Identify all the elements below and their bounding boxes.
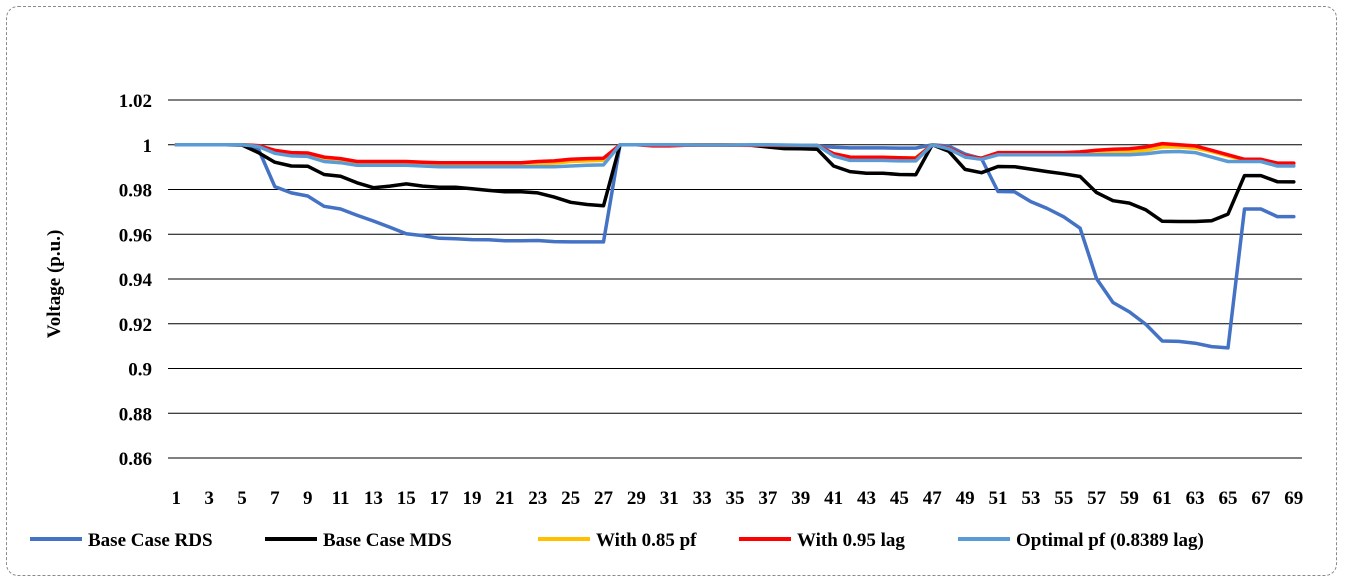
series-line-5: [174, 143, 1296, 169]
y-axis-label: Voltage (p.u.): [44, 230, 65, 339]
legend-label-5: Optimal pf (0.8389 lag): [1016, 530, 1204, 551]
series-lines: [174, 141, 1296, 350]
y-tick-label: 1: [143, 136, 153, 157]
legend: Base Case RDS Base Case MDS With 0.85 pf Wi…: [30, 530, 1204, 551]
x-tick-label: 53: [1021, 488, 1040, 509]
x-tick-label: 61: [1153, 488, 1172, 509]
x-tick-label: 35: [726, 488, 745, 509]
x-tick-label: 39: [791, 488, 810, 509]
x-tick-label: 27: [594, 488, 614, 509]
x-tick-label: 43: [857, 488, 876, 509]
y-tick-label: 1.02: [119, 91, 152, 112]
x-tick-label: 37: [758, 488, 778, 509]
x-tick-label: 63: [1186, 488, 1205, 509]
x-tick-label: 3: [204, 488, 214, 509]
y-axis-ticks: 1.02 1 0.98 0.96 0.94 0.92 0.9 0.88 0.86: [119, 91, 153, 470]
x-tick-label: 67: [1251, 488, 1271, 509]
y-tick-label: 0.86: [119, 449, 152, 470]
x-tick-label: 29: [627, 488, 646, 509]
x-tick-label: 5: [237, 488, 247, 509]
x-tick-label: 49: [956, 488, 975, 509]
x-tick-label: 45: [890, 488, 909, 509]
x-tick-label: 19: [463, 488, 482, 509]
x-tick-label: 11: [332, 488, 350, 509]
y-tick-label: 0.98: [119, 181, 152, 202]
legend-label-3: With 0.85 pf: [596, 530, 697, 551]
x-tick-label: 65: [1219, 488, 1238, 509]
series-line-1: [174, 143, 1296, 350]
x-tick-label: 33: [693, 488, 712, 509]
x-tick-label: 21: [495, 488, 514, 509]
y-tick-label: 0.88: [119, 404, 152, 425]
legend-label-4: With 0.95 lag: [797, 530, 905, 551]
x-tick-label: 41: [824, 488, 843, 509]
x-tick-label: 55: [1054, 488, 1073, 509]
y-tick-label: 0.9: [128, 360, 152, 381]
x-tick-label: 51: [988, 488, 1007, 509]
legend-label-1: Base Case RDS: [88, 530, 213, 551]
x-tick-label: 31: [660, 488, 679, 509]
chart-frame: [6, 6, 1337, 576]
y-tick-label: 0.96: [119, 225, 152, 246]
y-tick-label: 0.92: [119, 315, 152, 336]
x-tick-label: 69: [1284, 488, 1303, 509]
x-tick-label: 59: [1120, 488, 1139, 509]
x-tick-label: 23: [528, 488, 547, 509]
y-tick-label: 0.94: [119, 270, 153, 291]
x-tick-label: 7: [270, 488, 280, 509]
x-tick-label: 9: [303, 488, 313, 509]
x-tick-label: 15: [397, 488, 416, 509]
x-tick-label: 25: [561, 488, 580, 509]
x-tick-label: 17: [430, 488, 450, 509]
x-tick-label: 1: [171, 488, 181, 509]
x-axis-ticks: 1 3 5 7 9 11 13 15 17 19 21 23 25 27 29 31 33 35 37 39 41 43 4…: [171, 488, 1303, 509]
x-tick-label: 13: [364, 488, 383, 509]
x-tick-label: 47: [923, 488, 943, 509]
x-tick-label: 57: [1087, 488, 1107, 509]
gridlines: [168, 99, 1302, 459]
legend-label-2: Base Case MDS: [323, 530, 452, 551]
